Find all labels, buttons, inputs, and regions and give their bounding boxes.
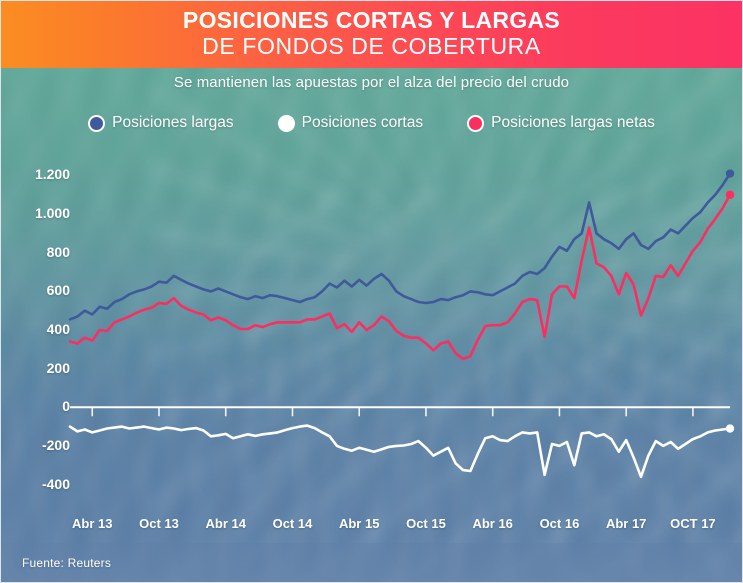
header-banner: POSICIONES CORTAS Y LARGAS DE FONDOS DE … xyxy=(0,0,743,68)
legend-label: Posiciones cortas xyxy=(301,114,424,131)
x-axis-tick: Abr 15 xyxy=(338,516,380,531)
source-note: Fuente: Reuters xyxy=(22,556,112,570)
y-axis-tick: -200 xyxy=(41,436,70,453)
y-axis-tick: 1.200 xyxy=(34,166,70,183)
background-photo xyxy=(0,68,743,583)
page-title-sub: DE FONDOS DE COBERTURA xyxy=(202,33,541,59)
circle-icon xyxy=(277,114,295,132)
y-axis-tick: 0 xyxy=(62,398,70,415)
x-axis-tick: Oct 15 xyxy=(406,516,446,531)
y-axis-labels: 1.200 1.000 800 600 400 200 0 -200 -400 xyxy=(0,0,70,583)
y-axis-tick: 1.000 xyxy=(34,205,70,222)
y-axis-tick: 400 xyxy=(46,321,70,337)
y-axis-tick: 800 xyxy=(46,243,70,260)
y-axis-tick: 600 xyxy=(46,282,70,299)
x-axis-tick: OCT 17 xyxy=(670,516,716,531)
x-axis-tick: Oct 13 xyxy=(139,516,179,531)
x-axis-tick: Oct 16 xyxy=(539,516,580,531)
page-title-main: POSICIONES CORTAS Y LARGAS xyxy=(182,7,561,33)
chart-legend: Posiciones largas Posiciones cortas Posi… xyxy=(0,114,743,132)
circle-icon xyxy=(467,114,485,132)
legend-item-largas[interactable]: Posiciones largas xyxy=(88,114,234,132)
legend-label: Posiciones largas xyxy=(112,114,234,131)
y-axis-tick: 200 xyxy=(46,359,70,376)
x-axis-tick: Abr 17 xyxy=(605,516,647,531)
circle-icon xyxy=(88,114,106,132)
x-axis-tick: Abr 16 xyxy=(472,516,513,531)
legend-item-cortas[interactable]: Posiciones cortas xyxy=(277,114,424,132)
x-axis-tick: Abr 14 xyxy=(205,516,246,531)
chart-subtitle: Se mantienen las apuestas por el alza de… xyxy=(173,74,570,91)
legend-item-netas[interactable]: Posiciones largas netas xyxy=(467,114,655,132)
x-axis-labels: Abr 13 Oct 13 Abr 14 Oct 14 Abr 15 Oct 15 Abr … xyxy=(0,516,743,536)
y-axis-tick: -400 xyxy=(41,475,70,492)
x-axis-tick: Abr 13 xyxy=(72,516,113,531)
footer-band xyxy=(0,543,743,583)
x-axis-tick: Oct 14 xyxy=(272,516,313,531)
legend-label: Posiciones largas netas xyxy=(491,114,655,131)
background-tint xyxy=(0,68,743,583)
